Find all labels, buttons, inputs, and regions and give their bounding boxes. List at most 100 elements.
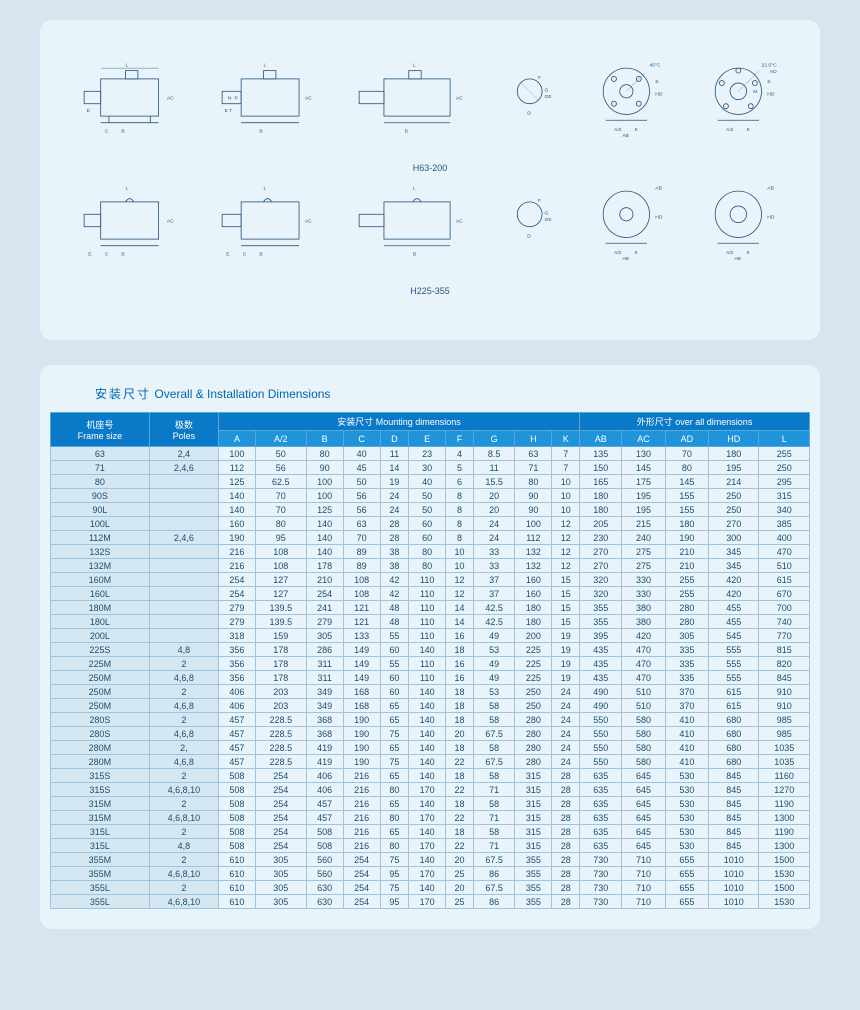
cell: 127 <box>255 573 306 587</box>
cell: 815 <box>759 643 810 657</box>
cell: 680 <box>709 755 759 769</box>
th-frame: 机座号 Frame size <box>51 413 150 447</box>
cell: 275 <box>622 545 665 559</box>
cell-frame: 112M <box>51 531 150 545</box>
svg-text:L: L <box>125 62 128 68</box>
diagram-panel: L AC B C E L P N AC <box>40 20 820 340</box>
th-col: F <box>446 431 474 447</box>
svg-text:A/2: A/2 <box>614 127 622 133</box>
cell: 200 <box>515 629 552 643</box>
svg-text:B: B <box>121 129 125 135</box>
table-body: 632,4100508040112348.5637135130701802557… <box>51 447 810 909</box>
cell-frame: 180L <box>51 615 150 629</box>
cell: 1035 <box>759 741 810 755</box>
cell: 15 <box>552 615 580 629</box>
cell: 4 <box>446 447 474 461</box>
cell: 530 <box>665 811 708 825</box>
cell: 615 <box>709 699 759 713</box>
cell-frame: 355L <box>51 895 150 909</box>
cell: 680 <box>709 713 759 727</box>
cell: 345 <box>709 545 759 559</box>
cell: 419 <box>306 741 343 755</box>
cell: 730 <box>580 867 622 881</box>
cell: 368 <box>306 727 343 741</box>
cell-poles: 2 <box>149 881 218 895</box>
cell: 150 <box>580 461 622 475</box>
cell: 216 <box>343 797 380 811</box>
cell: 18 <box>446 825 474 839</box>
cell: 580 <box>622 713 665 727</box>
cell: 80 <box>409 559 446 573</box>
cell: 560 <box>306 867 343 881</box>
svg-text:E: E <box>88 252 92 258</box>
cell: 216 <box>343 811 380 825</box>
cell: 15.5 <box>473 475 515 489</box>
table-row: 250M4,6,83561783111496011016492251943547… <box>51 671 810 685</box>
flange-diagram-2: 22.5°C AD A/2 K M HD S <box>697 50 780 145</box>
cell: 30 <box>409 461 446 475</box>
cell: 67.5 <box>473 853 515 867</box>
cell: 730 <box>580 895 622 909</box>
cell-poles: 4,6,8,10 <box>149 783 218 797</box>
cell: 50 <box>255 447 306 461</box>
cell: 24 <box>552 699 580 713</box>
cell: 610 <box>218 853 255 867</box>
cell-frame: 200L <box>51 629 150 643</box>
cell: 6 <box>446 475 474 489</box>
th-col: HD <box>709 431 759 447</box>
cell: 14 <box>380 461 409 475</box>
cell: 20 <box>446 727 474 741</box>
cell: 18 <box>446 643 474 657</box>
cell: 65 <box>380 741 409 755</box>
cell: 112 <box>218 461 255 475</box>
svg-text:D: D <box>527 233 531 239</box>
table-row: 132M216108178893880103313212270275210345… <box>51 559 810 573</box>
cell-poles: 2 <box>149 685 218 699</box>
cell: 190 <box>343 741 380 755</box>
cell-frame: 315S <box>51 783 150 797</box>
th-col: E <box>409 431 446 447</box>
cell: 254 <box>343 867 380 881</box>
cell: 655 <box>665 881 708 895</box>
cell-frame: 355L <box>51 881 150 895</box>
cell: 19 <box>552 657 580 671</box>
cell: 410 <box>665 741 708 755</box>
svg-text:P: P <box>234 96 238 102</box>
cell: 75 <box>380 755 409 769</box>
motor-diagram-1: L AC B C E <box>80 50 188 145</box>
cell: 65 <box>380 825 409 839</box>
th-col: B <box>306 431 343 447</box>
cell-poles: 2 <box>149 769 218 783</box>
cell: 580 <box>622 727 665 741</box>
cell: 12 <box>552 517 580 531</box>
cell: 315 <box>515 783 552 797</box>
cell: 108 <box>343 587 380 601</box>
cell: 19 <box>552 629 580 643</box>
cell: 680 <box>709 741 759 755</box>
cell: 110 <box>409 573 446 587</box>
flange-diagram-4: A/2 K AB HD AB <box>697 173 780 268</box>
cell: 228.5 <box>255 727 306 741</box>
cell: 254 <box>255 825 306 839</box>
cell: 530 <box>665 769 708 783</box>
cell: 508 <box>218 783 255 797</box>
cell: 86 <box>473 895 515 909</box>
svg-text:M: M <box>754 89 758 95</box>
cell-frame: 160M <box>51 573 150 587</box>
cell: 845 <box>759 671 810 685</box>
cell: 170 <box>409 867 446 881</box>
svg-text:AD: AD <box>770 69 777 75</box>
cell: 680 <box>709 727 759 741</box>
th-mounting: 安装尺寸 Mounting dimensions <box>218 413 579 431</box>
cell-poles: 2, <box>149 741 218 755</box>
section-title-en: Overall & Installation Dimensions <box>154 387 330 401</box>
page: L AC B C E L P N AC <box>0 0 860 949</box>
cell: 419 <box>306 755 343 769</box>
cell: 110 <box>409 615 446 629</box>
svg-text:AC: AC <box>167 96 174 102</box>
cell: 645 <box>622 811 665 825</box>
svg-text:A/2: A/2 <box>614 250 622 256</box>
cell: 70 <box>255 489 306 503</box>
svg-text:AB: AB <box>768 185 775 191</box>
cell: 490 <box>580 685 622 699</box>
